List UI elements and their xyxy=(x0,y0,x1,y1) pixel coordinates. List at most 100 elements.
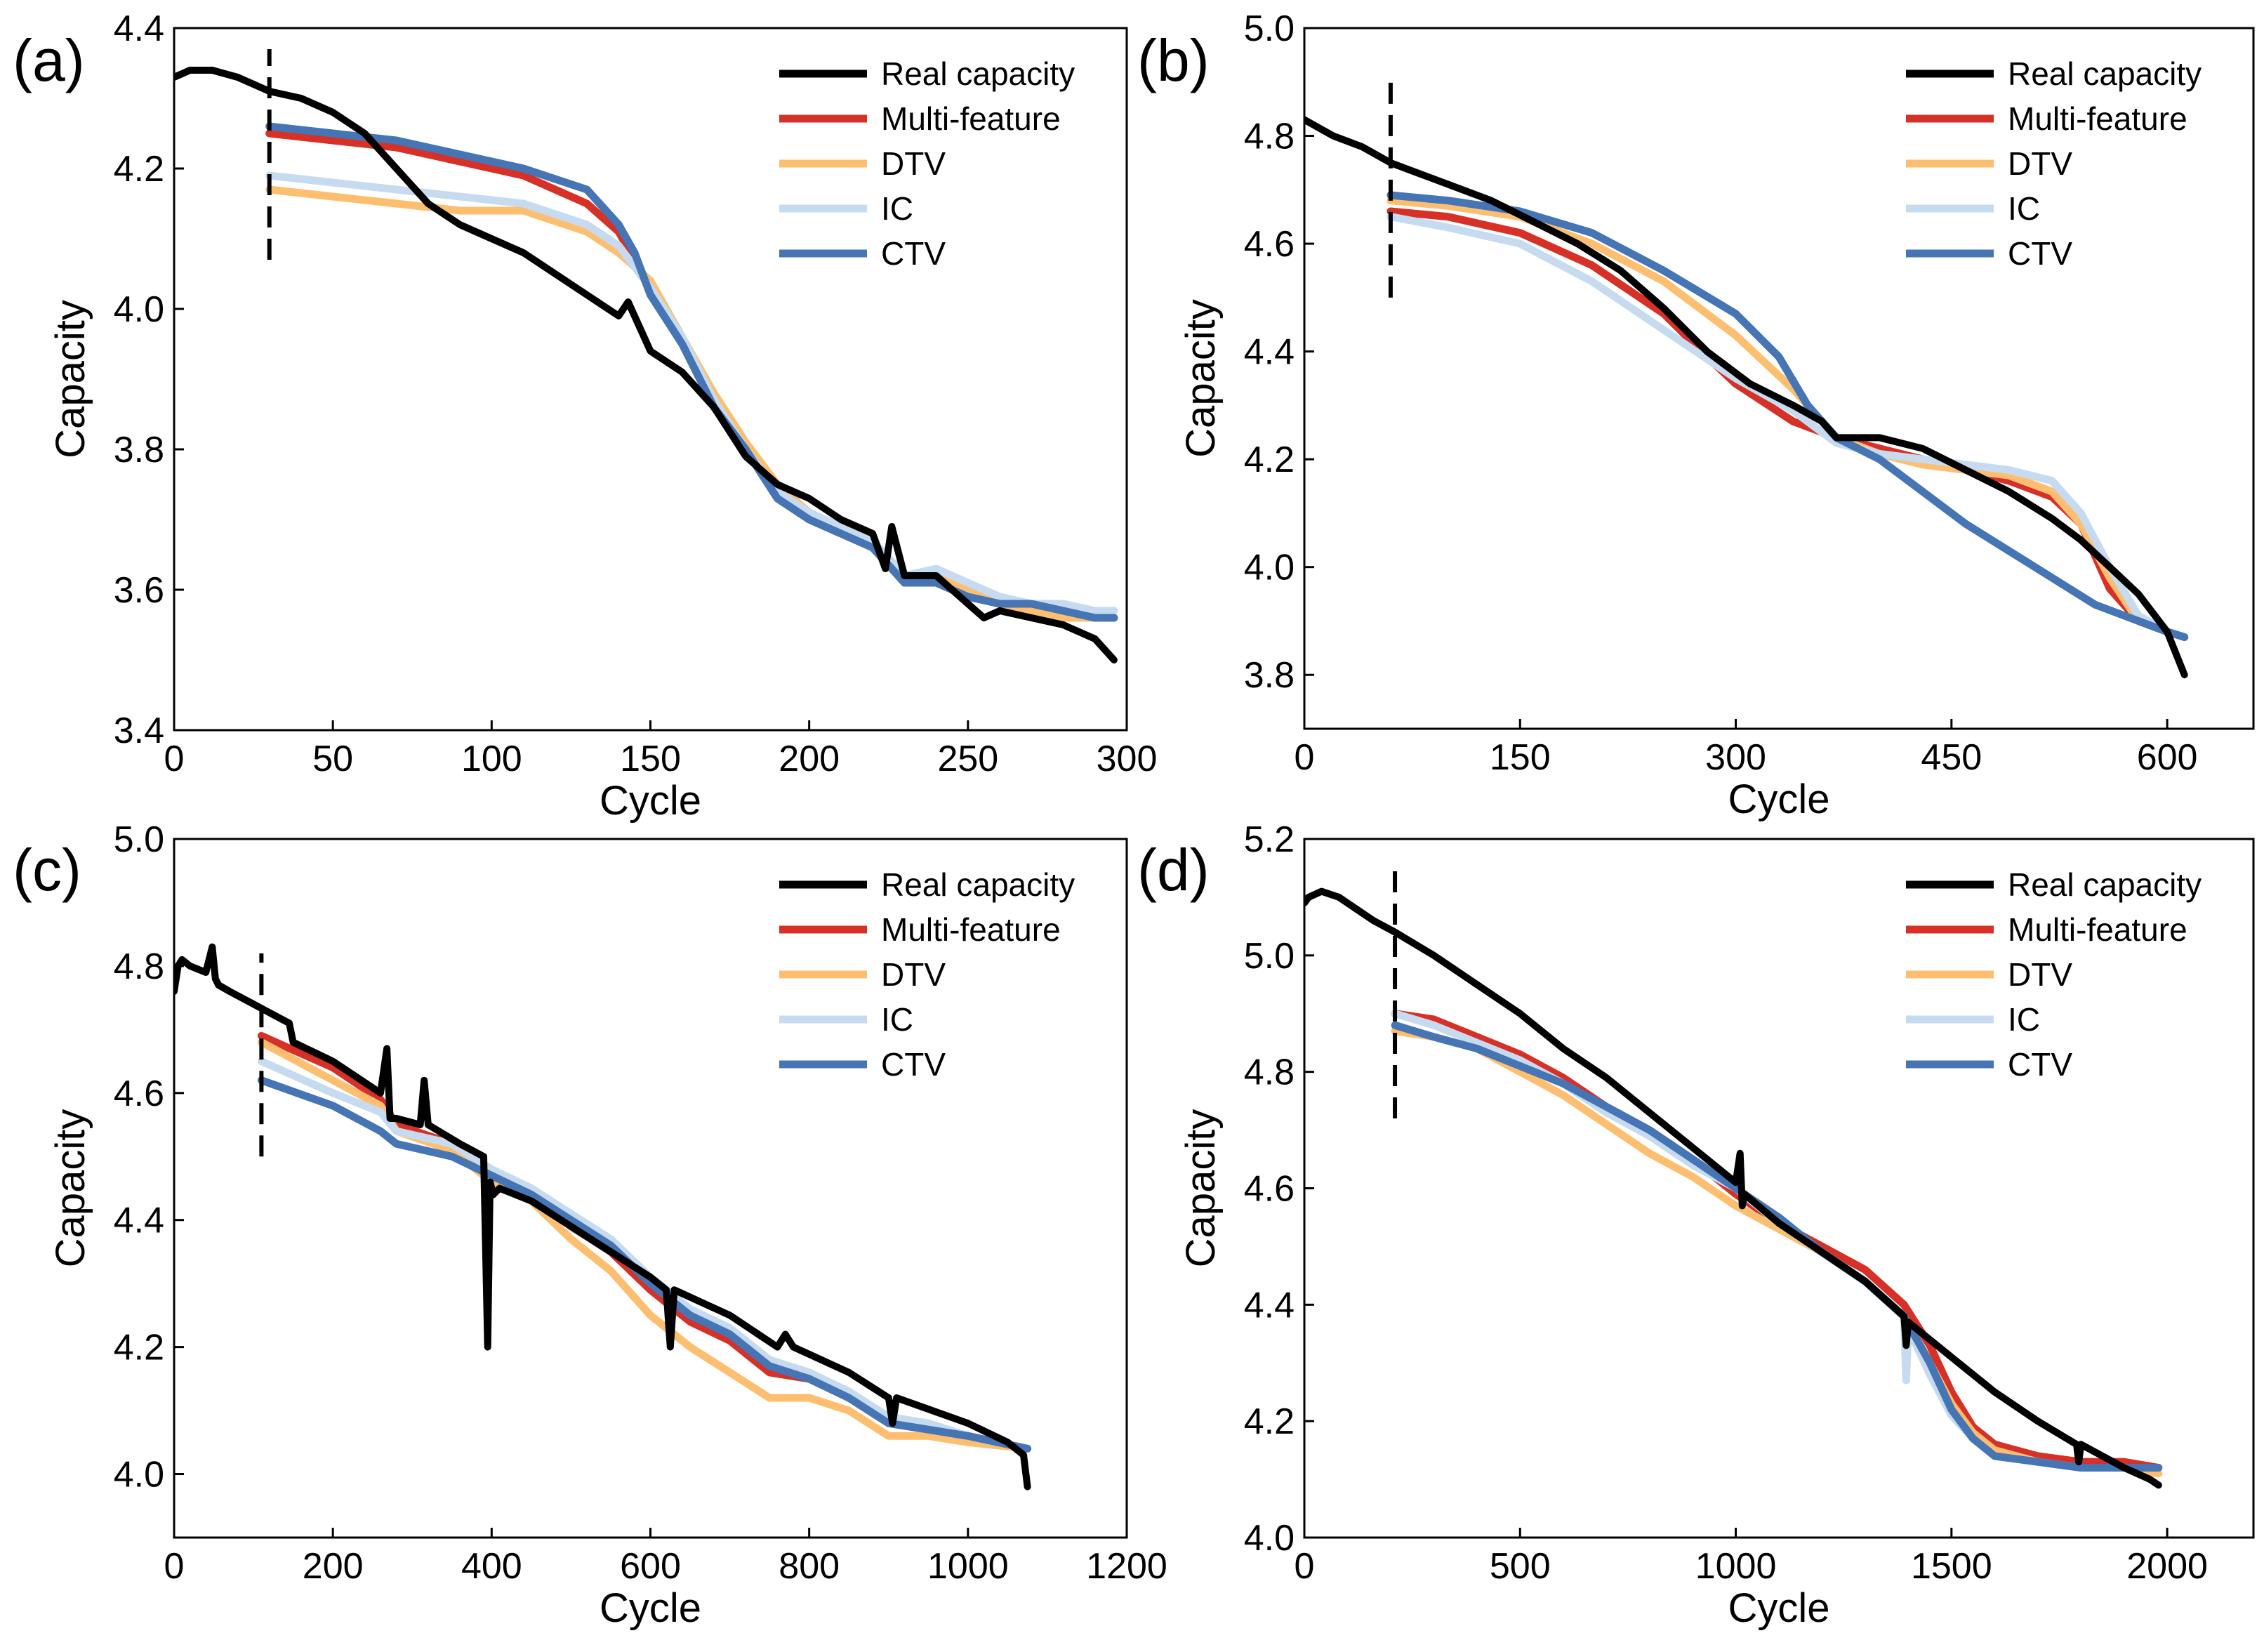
y-axis-label: Capacity xyxy=(48,300,93,458)
x-tick-label: 0 xyxy=(164,739,185,779)
legend-label: CTV xyxy=(2008,1046,2072,1083)
panel-label: (a) xyxy=(13,27,85,93)
x-tick-label: 450 xyxy=(1921,737,1982,778)
y-tick-label: 4.8 xyxy=(1244,1052,1295,1093)
y-tick-label: 3.4 xyxy=(114,711,164,751)
x-tick-label: 200 xyxy=(303,1546,364,1587)
x-tick-label: 500 xyxy=(1490,1546,1551,1587)
x-axis-label: Cycle xyxy=(600,1585,701,1631)
legend-label: Multi-feature xyxy=(881,100,1061,137)
x-axis-label: Cycle xyxy=(600,778,701,824)
y-axis-label: Capacity xyxy=(1178,299,1224,458)
series-line-multi-feature xyxy=(1386,207,2189,641)
y-tick-label: 4.2 xyxy=(1244,440,1295,480)
x-tick-label: 600 xyxy=(2137,737,2198,778)
y-tick-label: 4.4 xyxy=(114,8,164,49)
x-tick-label: 800 xyxy=(779,1546,840,1587)
legend-label: IC xyxy=(2008,1001,2040,1038)
x-axis-label: Cycle xyxy=(1728,1585,1829,1631)
x-tick-label: 1000 xyxy=(927,1546,1009,1587)
legend-label: DTV xyxy=(2008,956,2072,993)
legend-label: Real capacity xyxy=(2008,55,2202,92)
legend-label: DTV xyxy=(881,145,946,182)
x-tick-label: 300 xyxy=(1097,739,1158,779)
panel-label: (d) xyxy=(1137,837,1210,903)
series-line-ctv xyxy=(257,1076,1032,1453)
legend-label: Multi-feature xyxy=(2008,911,2187,948)
y-tick-label: 4.6 xyxy=(114,1073,164,1114)
legend-label: CTV xyxy=(2008,235,2072,272)
legend-label: Multi-feature xyxy=(2008,100,2187,137)
x-tick-label: 1500 xyxy=(1911,1546,1992,1587)
y-tick-label: 4.6 xyxy=(1244,224,1295,265)
x-tick-label: 2000 xyxy=(2126,1546,2208,1587)
y-tick-label: 5.0 xyxy=(1244,8,1295,49)
series-line-ic xyxy=(265,171,1118,615)
y-tick-label: 4.8 xyxy=(1244,117,1295,157)
legend-label: Real capacity xyxy=(881,866,1075,903)
series-line-multi-feature xyxy=(257,1031,1032,1453)
series-line-ic xyxy=(1386,213,2189,641)
y-tick-label: 5.0 xyxy=(1244,936,1295,977)
y-tick-label: 3.8 xyxy=(114,430,164,470)
x-tick-label: 250 xyxy=(937,739,998,779)
x-tick-label: 150 xyxy=(620,739,681,779)
x-tick-label: 1000 xyxy=(1695,1546,1777,1587)
y-tick-label: 4.6 xyxy=(1244,1169,1295,1210)
chart-panel-4: (d) 0 500 1000 1500 2000 4.0 4.2 4.4 4.6 4.8 5.0 5.2… xyxy=(1137,819,2255,1631)
legend-label: CTV xyxy=(881,1046,946,1083)
y-axis-label: Capacity xyxy=(48,1109,93,1268)
y-tick-label: 4.2 xyxy=(1244,1401,1295,1442)
x-tick-label: 100 xyxy=(461,739,522,779)
series-line-real-capacity xyxy=(1304,116,2188,679)
chart-panel-1: (a) 0 50 100 150 200 250 300 3.4 3.6 3.8 4.0 4.2 4.4 C… xyxy=(13,8,1157,824)
chart-panel-2: (b) 0 150 300 450 600 3.8 4.0 4.2 4.4 4.6 4.8 5.0 Cyc… xyxy=(1137,8,2255,822)
x-axis-label: Cycle xyxy=(1728,777,1829,822)
series-line-real-capacity xyxy=(174,67,1118,663)
x-tick-label: 200 xyxy=(779,739,840,779)
legend-label: CTV xyxy=(881,235,946,272)
legend-label: DTV xyxy=(2008,145,2072,182)
series-line-ic xyxy=(257,1057,1032,1453)
series-line-dtv xyxy=(265,185,1118,622)
y-tick-label: 3.6 xyxy=(114,570,164,611)
series-line-real-capacity xyxy=(174,943,1031,1491)
series-line-dtv xyxy=(257,1038,1032,1453)
series-line-ctv xyxy=(1391,1021,2163,1472)
y-tick-label: 3.8 xyxy=(1244,655,1295,696)
legend-label: Multi-feature xyxy=(881,911,1061,948)
y-tick-label: 5.0 xyxy=(114,819,164,860)
y-tick-label: 4.4 xyxy=(1244,332,1295,373)
x-tick-label: 600 xyxy=(620,1546,681,1587)
y-tick-label: 4.4 xyxy=(1244,1285,1295,1326)
legend-label: Real capacity xyxy=(881,55,1075,92)
y-tick-label: 4.2 xyxy=(114,1328,164,1368)
chart-panel-3: (c) 0 200 400 600 800 1000 1200 4.0 4.2 4.4 4.6 4.8 5… xyxy=(13,819,1167,1631)
y-tick-label: 4.0 xyxy=(1244,1518,1295,1559)
x-tick-label: 0 xyxy=(1295,737,1315,778)
series-line-real-capacity xyxy=(1304,887,2162,1489)
x-tick-label: 1200 xyxy=(1086,1546,1167,1587)
y-tick-label: 4.0 xyxy=(1244,548,1295,588)
y-tick-label: 4.2 xyxy=(114,149,164,190)
y-tick-label: 4.8 xyxy=(114,946,164,987)
y-tick-label: 5.2 xyxy=(1244,819,1295,860)
legend-label: IC xyxy=(881,1001,913,1038)
series-line-dtv xyxy=(1391,1027,2163,1478)
plot-frame xyxy=(1303,27,2255,730)
x-tick-label: 0 xyxy=(1295,1546,1315,1587)
y-tick-label: 4.0 xyxy=(114,1455,164,1495)
series-line-multi-feature xyxy=(1391,1010,2163,1472)
legend-label: IC xyxy=(2008,190,2040,227)
x-tick-label: 300 xyxy=(1705,737,1766,778)
x-tick-label: 0 xyxy=(164,1546,185,1587)
panel-label: (c) xyxy=(13,837,81,903)
y-tick-label: 4.4 xyxy=(114,1201,164,1241)
y-tick-label: 4.0 xyxy=(114,289,164,330)
x-tick-label: 50 xyxy=(312,739,353,779)
legend-label: DTV xyxy=(881,956,946,993)
series-line-ctv xyxy=(1386,191,2189,641)
x-tick-label: 150 xyxy=(1490,737,1551,778)
legend-label: Real capacity xyxy=(2008,866,2202,903)
